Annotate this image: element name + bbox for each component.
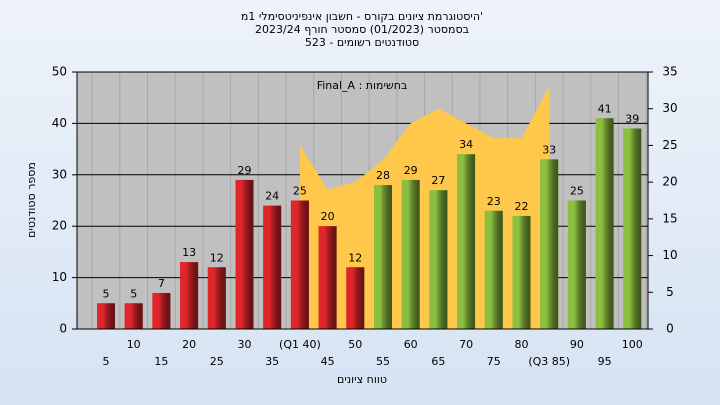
x-tick-label: 10 <box>127 338 141 351</box>
x-tick-label: 15 <box>154 355 168 368</box>
data-label: 28 <box>376 169 390 182</box>
bar <box>484 210 503 329</box>
data-label: 20 <box>321 210 335 223</box>
y-tick-label: 50 <box>52 65 67 79</box>
x-axis-label: טווח ציונים <box>337 373 387 386</box>
bar <box>457 154 476 329</box>
data-label: 41 <box>598 102 612 115</box>
x-tick-label: 35 <box>265 355 279 368</box>
data-label: 5 <box>103 287 110 300</box>
x-tick-label: 60 <box>404 338 418 351</box>
data-label: 29 <box>404 164 418 177</box>
legend-label: Final_A : בחשימות <box>317 79 408 92</box>
y-tick-label: 0 <box>59 322 67 336</box>
y2-tick-label: 30 <box>662 101 677 115</box>
y2-tick-label: 25 <box>662 138 677 152</box>
data-label: 5 <box>130 287 137 300</box>
y2-tick-label: 5 <box>666 285 674 299</box>
x-tick-label: 90 <box>570 338 584 351</box>
x-tick-label: 45 <box>321 355 335 368</box>
x-tick-label: 95 <box>598 355 612 368</box>
y2-tick-label: 0 <box>666 322 674 336</box>
bar <box>374 185 392 329</box>
bar <box>290 200 309 329</box>
y-tick-label: 10 <box>52 270 67 284</box>
x-tick-label: 20 <box>182 338 196 351</box>
bar <box>207 267 226 329</box>
bar <box>346 267 365 329</box>
bar <box>429 190 448 329</box>
x-tick-label: 70 <box>459 338 473 351</box>
bar <box>180 262 199 329</box>
x-tick-label: (Q1 40) <box>279 338 321 351</box>
data-label: 34 <box>459 138 473 151</box>
data-label: 13 <box>182 246 196 259</box>
x-tick-label: 100 <box>622 338 643 351</box>
bar <box>97 303 115 329</box>
bar <box>512 215 531 329</box>
x-tick-label: 65 <box>431 355 445 368</box>
data-label: 27 <box>431 174 445 187</box>
bar <box>124 303 143 329</box>
y2-tick-label: 20 <box>662 175 677 189</box>
y2-tick-label: 35 <box>662 65 677 79</box>
bar <box>567 200 586 329</box>
data-label: 22 <box>515 200 529 213</box>
data-label: 33 <box>542 143 556 156</box>
y-axis-label: מספר סטודנטים <box>25 162 38 238</box>
bar <box>595 118 614 329</box>
x-tick-label: (Q3 85) <box>528 355 570 368</box>
data-label: 39 <box>625 113 639 126</box>
bar <box>401 179 420 329</box>
bar <box>152 293 171 329</box>
bar <box>623 128 642 329</box>
data-label: 7 <box>158 277 165 290</box>
x-tick-label: 50 <box>348 338 362 351</box>
x-tick-label: 30 <box>238 338 252 351</box>
data-label: 12 <box>348 251 362 264</box>
bar <box>235 179 254 329</box>
x-tick-label: 80 <box>515 338 529 351</box>
bar <box>540 159 559 329</box>
data-label: 29 <box>238 164 252 177</box>
chart-title: היסטוגרמת ציונים בקורס - חשבון אינפיניטס… <box>241 10 483 23</box>
y2-tick-label: 15 <box>662 211 677 225</box>
bar <box>263 205 282 329</box>
plot-frame <box>76 71 649 330</box>
data-label: 25 <box>293 185 307 198</box>
data-label: 12 <box>210 251 224 264</box>
data-label: 24 <box>265 190 279 203</box>
bar <box>318 226 337 329</box>
data-label: 25 <box>570 185 584 198</box>
y2-tick-label: 10 <box>662 248 677 262</box>
x-tick-label: 75 <box>487 355 501 368</box>
y-tick-label: 20 <box>52 219 67 233</box>
chart-subtitle: בסמסטר (01/2023) סמסטר חורף 2023/24 <box>255 23 469 36</box>
x-tick-label: 25 <box>210 355 224 368</box>
y-tick-label: 40 <box>52 116 67 130</box>
data-label: 23 <box>487 195 501 208</box>
y-tick-label: 30 <box>52 167 67 181</box>
x-tick-label: 55 <box>376 355 390 368</box>
chart-subtitle: 523 - סטודנטים רשומים <box>305 36 419 49</box>
x-tick-label: 5 <box>103 355 110 368</box>
